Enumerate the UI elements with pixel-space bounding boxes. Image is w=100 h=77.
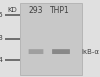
Text: KD: KD: [7, 7, 17, 13]
FancyBboxPatch shape: [52, 49, 70, 54]
Text: 55: 55: [0, 12, 4, 18]
Text: 43: 43: [0, 35, 4, 42]
Text: 34: 34: [0, 57, 4, 63]
Text: 293: 293: [29, 6, 43, 15]
Text: IκB-α: IκB-α: [81, 49, 99, 55]
Bar: [20, 3, 82, 75]
FancyBboxPatch shape: [29, 49, 43, 54]
Text: THP1: THP1: [50, 6, 70, 15]
